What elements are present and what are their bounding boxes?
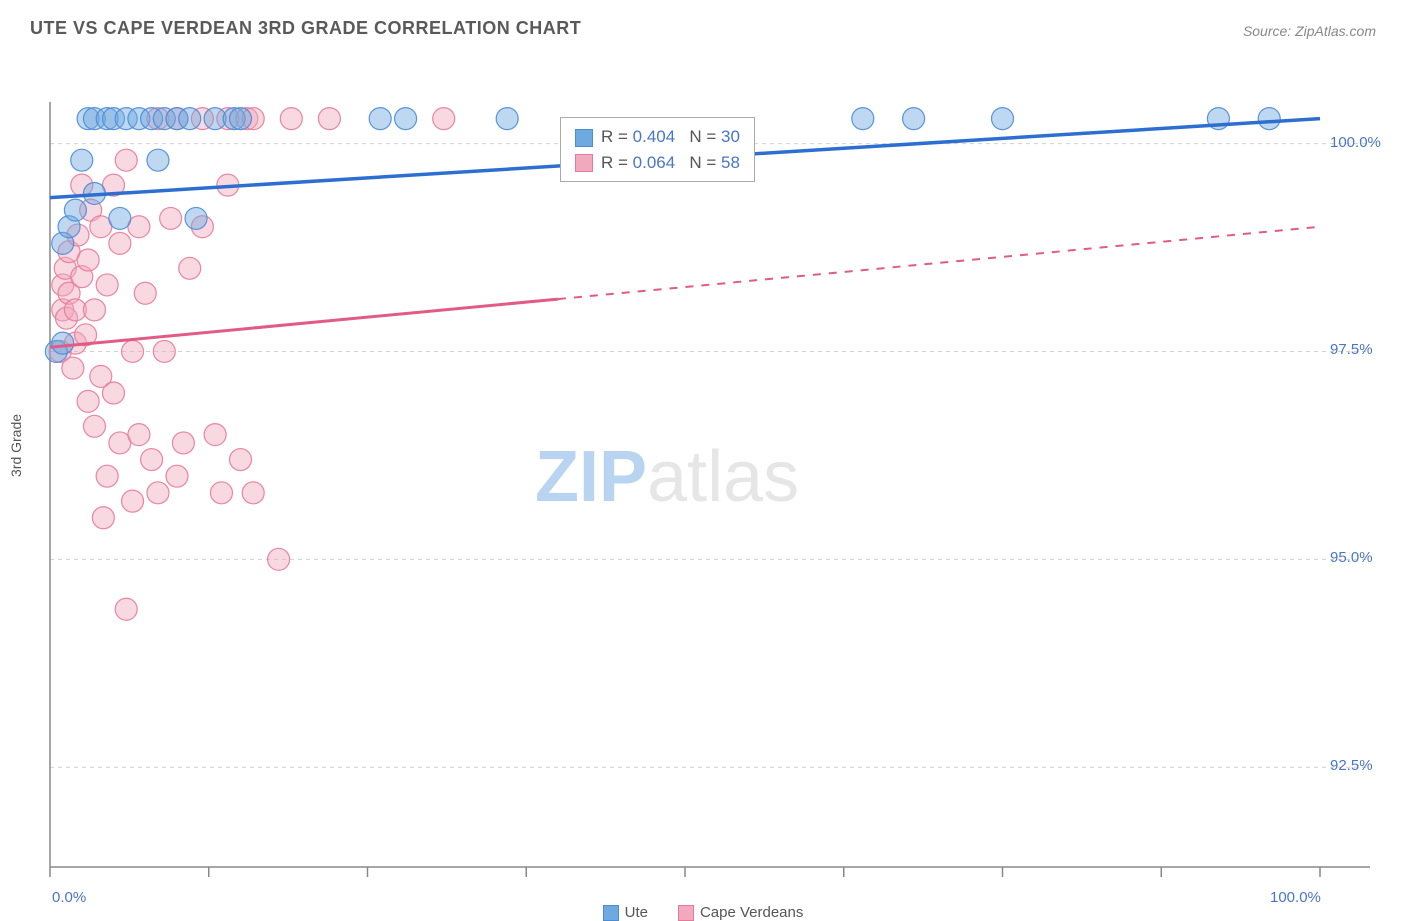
legend-swatch	[678, 905, 694, 921]
y-tick-label: 97.5%	[1330, 341, 1373, 358]
stat-row: R = 0.064 N = 58	[575, 150, 740, 176]
chart-area: 3rd Grade ZIPatlas R = 0.404 N = 30R = 0…	[0, 47, 1406, 887]
chart-title: UTE VS CAPE VERDEAN 3RD GRADE CORRELATIO…	[30, 18, 581, 39]
legend-swatch	[575, 129, 593, 147]
stat-row: R = 0.404 N = 30	[575, 124, 740, 150]
legend-swatch	[603, 905, 619, 921]
y-tick-label: 95.0%	[1330, 549, 1373, 566]
chart-source: Source: ZipAtlas.com	[1243, 23, 1376, 39]
stats-box: R = 0.404 N = 30R = 0.064 N = 58	[560, 117, 755, 182]
legend-item: Cape Verdeans	[678, 904, 803, 921]
legend-swatch	[575, 154, 593, 172]
y-axis-label: 3rd Grade	[8, 414, 24, 477]
footer-legend: Ute Cape Verdeans	[0, 904, 1406, 921]
y-tick-label: 100.0%	[1330, 134, 1381, 151]
y-tick-label: 92.5%	[1330, 757, 1373, 774]
legend-item: Ute	[603, 904, 648, 921]
